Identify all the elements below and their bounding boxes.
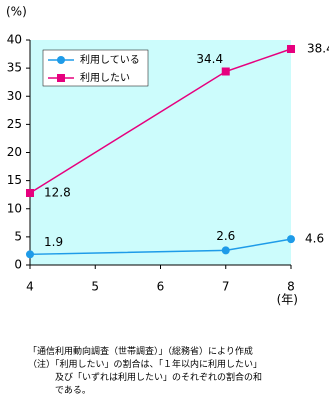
x-tick-label: 5 xyxy=(91,280,99,294)
y-tick-label: 25 xyxy=(7,117,22,131)
x-tick-label: 8 xyxy=(287,280,295,294)
notes: 「通信利用動向調査（世帯調査）」（総務省）により作成 （注）「利用したい」の割合… xyxy=(28,346,262,398)
data-label: 38.4 xyxy=(307,42,329,56)
point xyxy=(26,189,34,197)
x-tick-label: 6 xyxy=(157,280,165,294)
y-tick-label: 10 xyxy=(7,201,22,215)
data-label: 34.4 xyxy=(196,52,223,66)
data-label: 1.9 xyxy=(44,235,63,249)
legend-label: 利用したい xyxy=(80,72,130,84)
y-tick-label: 40 xyxy=(7,33,22,47)
legend-label: 利用している xyxy=(80,54,140,66)
data-label: 4.6 xyxy=(305,232,324,246)
point xyxy=(221,67,230,76)
point xyxy=(287,235,295,244)
y-unit: (%) xyxy=(6,5,27,19)
point xyxy=(26,250,34,259)
y-tick-label: 35 xyxy=(7,61,22,75)
note: 「通信利用動向調査（世帯調査）」（総務省）により作成 xyxy=(28,347,253,357)
point xyxy=(57,56,65,64)
y-tick-label: 20 xyxy=(7,145,22,159)
note: 及び「いずれは利用したい」のそれぞれの割合の和 xyxy=(55,373,263,383)
point xyxy=(221,246,230,255)
data-label: 2.6 xyxy=(216,229,235,243)
y-tick-label: 15 xyxy=(7,173,22,187)
note: （注）「利用したい」の割合は、「１年以内に利用したい」 xyxy=(28,360,263,370)
y-tick-label: 5 xyxy=(14,229,22,243)
y-tick-label: 30 xyxy=(7,89,22,103)
note: である。 xyxy=(55,386,91,396)
x-tick-label: 7 xyxy=(222,280,230,294)
x-unit: (年) xyxy=(277,293,298,307)
point xyxy=(287,45,295,53)
y-tick-label: 0 xyxy=(14,258,22,272)
data-label: 12.8 xyxy=(44,186,71,200)
point xyxy=(57,74,65,82)
x-tick-label: 4 xyxy=(26,280,34,294)
